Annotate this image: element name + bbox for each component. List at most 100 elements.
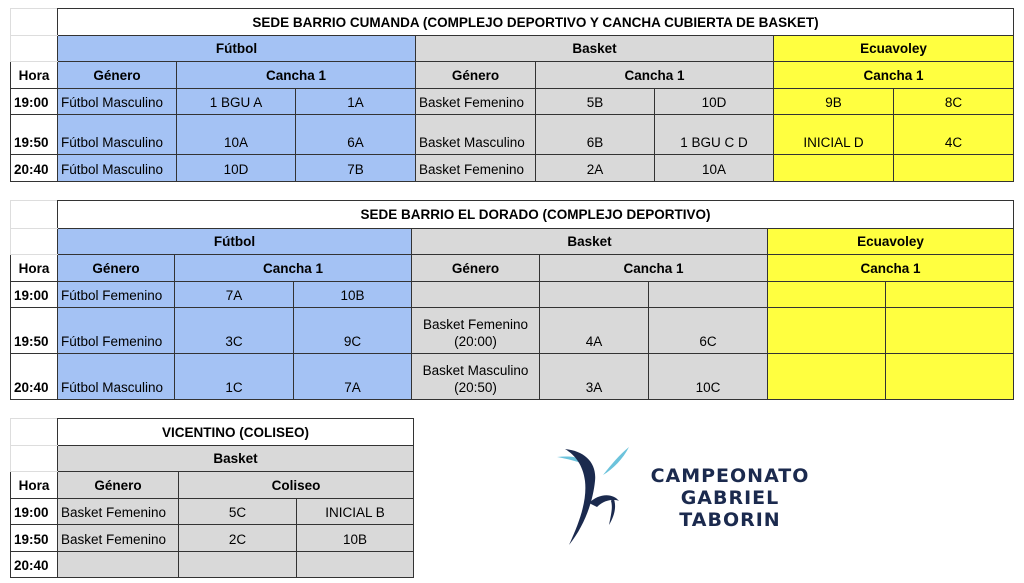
cancha-header-ecuavoley: Cancha 1 bbox=[766, 254, 1015, 282]
team-cell: 10A bbox=[654, 154, 774, 182]
genero-cell: Basket Femenino bbox=[57, 524, 179, 552]
cancha-header-ecuavoley: Cancha 1 bbox=[772, 61, 1015, 89]
table-row: 19:50 Basket Femenino 2C 10B bbox=[10, 524, 415, 552]
team-cell: 3C bbox=[174, 307, 294, 354]
schedule-table-el-dorado: SEDE BARRIO EL DORADO (COMPLEJO DEPORTIV… bbox=[10, 200, 1015, 400]
genero-cell bbox=[411, 281, 540, 308]
team-cell bbox=[178, 551, 297, 578]
team-cell: 10A bbox=[176, 114, 296, 155]
logo-line-3: TABORIN bbox=[679, 509, 781, 531]
team-cell: 6A bbox=[295, 114, 416, 155]
team-cell: 4C bbox=[892, 114, 1015, 155]
team-cell: 6B bbox=[535, 114, 655, 155]
sport-header-basket: Basket bbox=[415, 35, 774, 62]
hora-cell: 20:40 bbox=[10, 353, 58, 400]
team-cell bbox=[539, 281, 649, 308]
team-cell: 10C bbox=[648, 353, 768, 400]
genero-header-basket: Género bbox=[415, 61, 536, 89]
venue-title: SEDE BARRIO EL DORADO (COMPLEJO DEPORTIV… bbox=[56, 200, 1015, 229]
team-cell bbox=[295, 551, 415, 578]
team-cell: 8C bbox=[892, 88, 1015, 115]
team-cell bbox=[884, 281, 1015, 308]
genero-cell: Basket Femenino bbox=[57, 498, 179, 525]
blank-cell bbox=[10, 445, 58, 472]
sport-header-futbol: Fútbol bbox=[57, 35, 416, 62]
sport-header-ecuavoley: Ecuavoley bbox=[766, 228, 1015, 255]
cancha-header-basket: Cancha 1 bbox=[539, 254, 768, 282]
genero-cell: Basket Femenino (20:00) bbox=[411, 307, 540, 354]
blank-cell bbox=[10, 8, 58, 36]
team-cell: 2A bbox=[535, 154, 655, 182]
genero-cell: Basket Masculino bbox=[415, 114, 536, 155]
team-cell: 1 BGU C D bbox=[654, 114, 774, 155]
table-row: 19:50 Fútbol Masculino 10A 6A Basket Masculi… bbox=[10, 114, 1015, 155]
team-cell: 6C bbox=[648, 307, 768, 354]
team-cell: 10B bbox=[293, 281, 412, 308]
genero-header-futbol: Género bbox=[57, 254, 175, 282]
sport-header-ecuavoley: Ecuavoley bbox=[772, 35, 1015, 62]
team-cell: 7A bbox=[293, 353, 412, 400]
athlete-logo-icon bbox=[557, 447, 629, 545]
table-row: 20:40 Fútbol Masculino 1C 7A Basket Masculin… bbox=[10, 353, 1015, 400]
venue-title: SEDE BARRIO CUMANDA (COMPLEJO DEPORTIVO … bbox=[56, 8, 1015, 36]
team-cell bbox=[767, 307, 886, 354]
campeonato-logo: CAMPEONATO GABRIEL TABORIN bbox=[555, 445, 835, 550]
team-cell bbox=[767, 353, 886, 400]
team-cell: 2C bbox=[178, 524, 297, 552]
cancha-header-basket: Coliseo bbox=[177, 471, 415, 499]
team-cell: 10D bbox=[176, 154, 296, 182]
sport-header-basket: Basket bbox=[411, 228, 768, 255]
team-cell: 3A bbox=[539, 353, 649, 400]
hora-cell: 19:50 bbox=[10, 524, 58, 552]
team-cell: 9C bbox=[293, 307, 412, 354]
genero-cell: Basket Masculino (20:50) bbox=[411, 353, 540, 400]
genero-cell: Fútbol Masculino bbox=[57, 353, 175, 400]
team-cell: 5C bbox=[178, 498, 297, 525]
team-cell: INICIAL B bbox=[295, 498, 415, 525]
logo-line-2: GABRIEL bbox=[680, 487, 780, 509]
schedule-table-cumanda: SEDE BARRIO CUMANDA (COMPLEJO DEPORTIVO … bbox=[10, 8, 1015, 182]
genero-cell: Fútbol Femenino bbox=[57, 281, 175, 308]
table-row: 19:00 Fútbol Masculino 1 BGU A 1A Basket Fem… bbox=[10, 88, 1015, 115]
genero-cell: Fútbol Masculino bbox=[57, 88, 177, 115]
genero-cell: Basket Femenino bbox=[415, 154, 536, 182]
genero-cell: Fútbol Masculino bbox=[57, 154, 177, 182]
team-cell: 4A bbox=[539, 307, 649, 354]
team-cell bbox=[884, 353, 1015, 400]
sport-header-basket: Basket bbox=[56, 445, 415, 472]
hora-cell: 20:40 bbox=[10, 154, 58, 182]
genero-cell: Fútbol Femenino bbox=[57, 307, 175, 354]
venue-title: VICENTINO (COLISEO) bbox=[56, 418, 415, 446]
hora-cell: 19:50 bbox=[10, 307, 58, 354]
genero-cell bbox=[57, 551, 179, 578]
hora-cell: 20:40 bbox=[10, 551, 58, 578]
blank-cell bbox=[10, 228, 58, 255]
hora-header: Hora bbox=[10, 61, 58, 89]
blank-cell bbox=[10, 35, 58, 62]
team-cell: 1C bbox=[174, 353, 294, 400]
cancha-header-futbol: Cancha 1 bbox=[176, 61, 416, 89]
team-cell: 7B bbox=[295, 154, 416, 182]
team-cell bbox=[767, 281, 886, 308]
table-row: 19:00 Basket Femenino 5C INICIAL B bbox=[10, 498, 415, 525]
hora-cell: 19:00 bbox=[10, 281, 58, 308]
team-cell: 1 BGU A bbox=[176, 88, 296, 115]
table-row: 20:40 Fútbol Masculino 10D 7B Basket Femenin… bbox=[10, 154, 1015, 182]
hora-header: Hora bbox=[10, 254, 58, 282]
genero-cell: Basket Femenino bbox=[415, 88, 536, 115]
team-cell: 7A bbox=[174, 281, 294, 308]
blank-cell bbox=[10, 418, 58, 446]
team-cell: 5B bbox=[535, 88, 655, 115]
blank-cell bbox=[10, 200, 58, 229]
genero-header-futbol: Género bbox=[57, 61, 177, 89]
logo-line-1: CAMPEONATO bbox=[650, 465, 810, 487]
team-cell: 10D bbox=[654, 88, 774, 115]
team-cell: INICIAL D bbox=[773, 114, 894, 155]
team-cell: 1A bbox=[295, 88, 416, 115]
table-row: 20:40 bbox=[10, 551, 415, 578]
team-cell bbox=[773, 154, 894, 182]
team-cell: 10B bbox=[295, 524, 415, 552]
team-cell: 9B bbox=[773, 88, 894, 115]
cancha-header-futbol: Cancha 1 bbox=[174, 254, 412, 282]
hora-header: Hora bbox=[10, 471, 58, 499]
